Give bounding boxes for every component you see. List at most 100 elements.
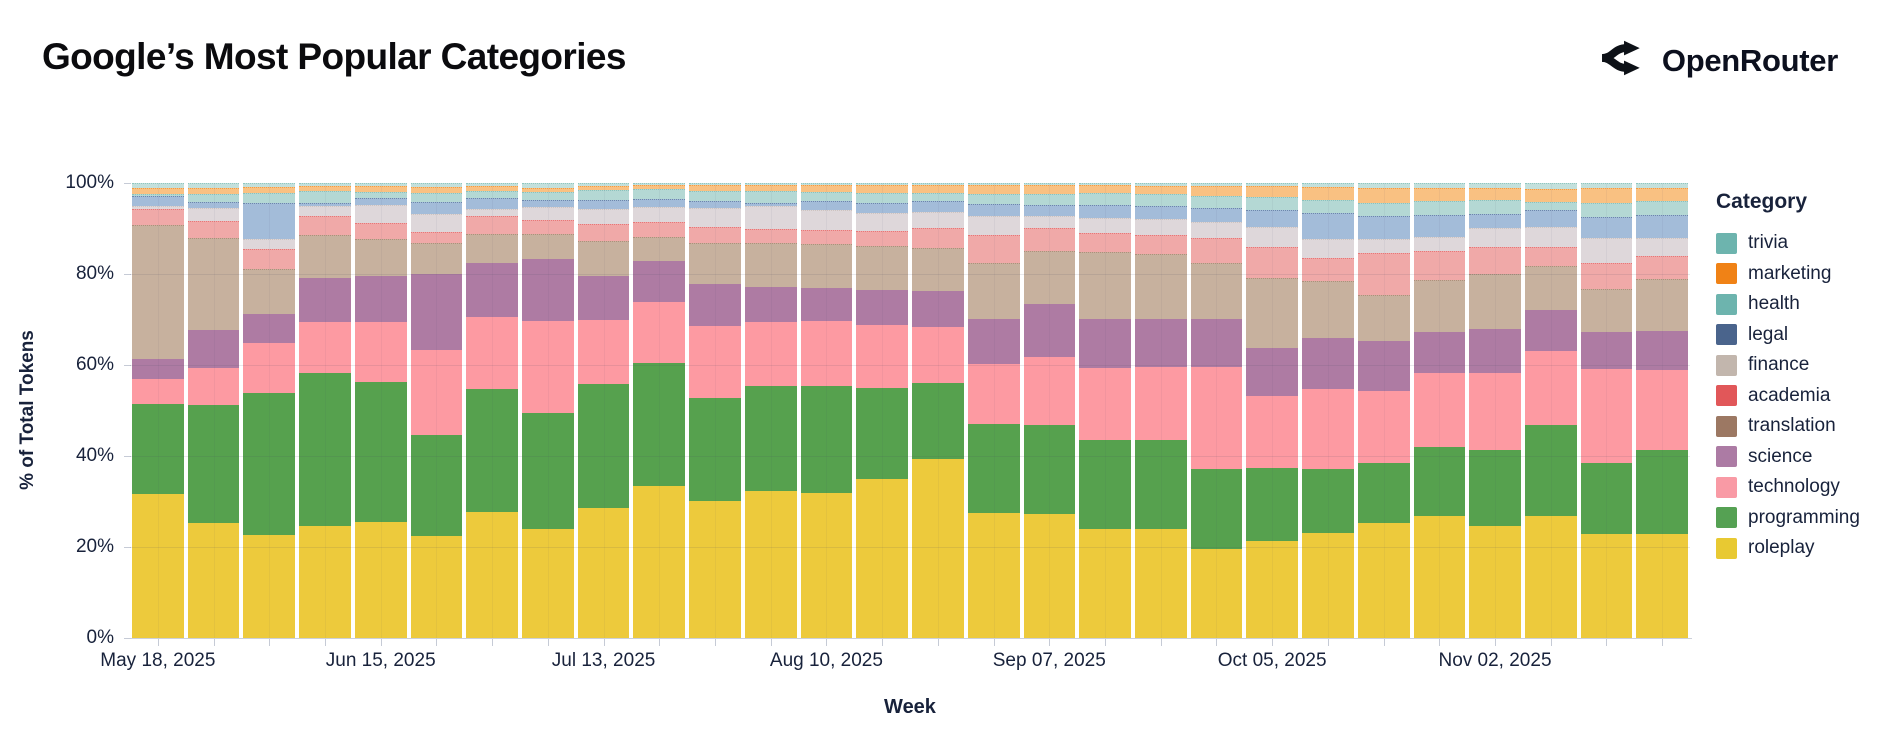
segment-trivia[interactable] [187,183,240,189]
segment-trivia[interactable] [689,183,741,186]
segment-finance[interactable] [1023,215,1076,229]
segment-technology[interactable] [299,322,351,374]
segment-programming[interactable] [1469,450,1521,526]
segment-translation[interactable] [633,237,686,262]
segment-health[interactable] [1079,193,1131,206]
segment-health[interactable] [744,190,797,203]
segment-roleplay[interactable] [522,528,574,638]
segment-technology[interactable] [1357,390,1410,463]
segment-finance[interactable] [1413,237,1466,252]
stacked-bar-week-Jun 29, 2025[interactable] [466,183,519,638]
segment-programming[interactable] [1524,425,1577,516]
legend-item-translation[interactable]: translation [1716,411,1876,442]
segment-science[interactable] [744,286,797,322]
segment-legal[interactable] [577,200,630,209]
stacked-bar-week-Sep 14, 2025[interactable] [1079,183,1131,638]
segment-health[interactable] [243,192,296,203]
segment-finance[interactable] [1580,237,1633,264]
segment-health[interactable] [633,189,686,199]
segment-roleplay[interactable] [577,508,630,638]
segment-legal[interactable] [633,198,686,208]
legend-item-marketing[interactable]: marketing [1716,259,1876,290]
segment-finance[interactable] [187,208,240,222]
segment-science[interactable] [466,262,519,318]
segment-science[interactable] [967,319,1020,365]
segment-science[interactable] [1246,347,1299,396]
segment-programming[interactable] [1134,440,1187,529]
segment-translation[interactable] [1190,263,1243,320]
segment-science[interactable] [1302,338,1354,390]
segment-legal[interactable] [354,198,407,206]
segment-translation[interactable] [410,243,463,274]
segment-technology[interactable] [1023,357,1076,425]
segment-health[interactable] [1190,195,1243,208]
segment-programming[interactable] [1246,467,1299,542]
segment-roleplay[interactable] [633,486,686,638]
stacked-bar-week-May 25, 2025[interactable] [187,183,240,638]
segment-programming[interactable] [1580,462,1633,535]
segment-legal[interactable] [132,196,184,206]
legend-item-finance[interactable]: finance [1716,350,1876,381]
segment-finance[interactable] [633,207,686,222]
segment-translation[interactable] [522,234,574,260]
segment-finance[interactable] [243,238,296,249]
segment-translation[interactable] [1469,273,1521,330]
legend-item-trivia[interactable]: trivia [1716,228,1876,259]
segment-legal[interactable] [1357,216,1410,240]
segment-academia[interactable] [410,232,463,244]
segment-roleplay[interactable] [1469,525,1521,638]
segment-technology[interactable] [856,324,909,389]
segment-health[interactable] [577,190,630,201]
segment-marketing[interactable] [243,186,296,193]
segment-finance[interactable] [410,213,463,233]
segment-health[interactable] [967,194,1020,205]
stacked-bar-week-Sep 28, 2025[interactable] [1190,183,1243,638]
segment-technology[interactable] [1079,368,1131,440]
segment-finance[interactable] [132,205,184,209]
segment-programming[interactable] [1413,447,1466,517]
segment-marketing[interactable] [299,185,351,191]
segment-roleplay[interactable] [299,525,351,638]
segment-legal[interactable] [299,203,351,206]
segment-translation[interactable] [1413,280,1466,333]
segment-trivia[interactable] [1636,183,1689,188]
segment-marketing[interactable] [1246,185,1299,197]
segment-programming[interactable] [1302,469,1354,534]
segment-legal[interactable] [1246,209,1299,227]
segment-technology[interactable] [466,317,519,390]
segment-trivia[interactable] [1190,183,1243,186]
segment-finance[interactable] [1246,226,1299,247]
segment-academia[interactable] [1190,238,1243,264]
stacked-bar-week-Jun 08, 2025[interactable] [299,183,351,638]
segment-trivia[interactable] [243,183,296,187]
segment-science[interactable] [689,283,741,327]
segment-academia[interactable] [967,234,1020,264]
segment-marketing[interactable] [744,185,797,191]
segment-translation[interactable] [1246,278,1299,348]
segment-trivia[interactable] [1580,183,1633,189]
segment-programming[interactable] [912,382,964,460]
stacked-bar-week-Nov 23, 2025[interactable] [1636,183,1689,638]
segment-academia[interactable] [856,231,909,246]
segment-science[interactable] [132,359,184,380]
segment-health[interactable] [132,194,184,197]
legend-item-health[interactable]: health [1716,289,1876,320]
segment-programming[interactable] [410,435,463,537]
stacked-bar-week-Nov 16, 2025[interactable] [1580,183,1633,638]
segment-roleplay[interactable] [1302,533,1354,638]
segment-marketing[interactable] [1636,187,1689,201]
stacked-bar-week-Oct 12, 2025[interactable] [1302,183,1354,638]
stacked-bar-week-Jul 13, 2025[interactable] [577,183,630,638]
segment-translation[interactable] [800,243,853,288]
segment-programming[interactable] [243,393,296,536]
segment-technology[interactable] [633,301,686,363]
segment-legal[interactable] [912,201,964,213]
segment-academia[interactable] [1079,233,1131,253]
segment-science[interactable] [1580,331,1633,370]
segment-health[interactable] [856,192,909,203]
segment-health[interactable] [689,190,741,201]
segment-legal[interactable] [522,199,574,208]
segment-programming[interactable] [187,404,240,524]
segment-trivia[interactable] [967,183,1020,186]
segment-marketing[interactable] [1190,185,1243,196]
